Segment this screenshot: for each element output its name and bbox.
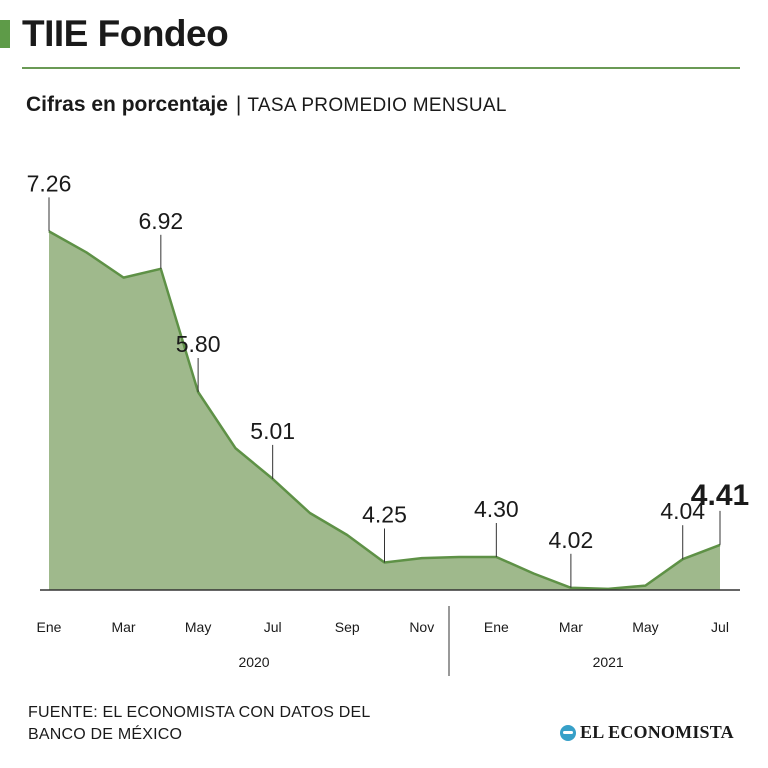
x-tick-label: Jul [264, 619, 282, 635]
title-accent-bar [0, 20, 10, 48]
source-line-1: FUENTE: EL ECONOMISTA CON DATOS DEL [28, 704, 371, 721]
x-tick-label: May [632, 619, 658, 635]
source-note: FUENTE: EL ECONOMISTA CON DATOS DEL BANC… [28, 702, 370, 746]
chart-title: TIIE Fondeo [22, 13, 229, 54]
data-label: 4.02 [549, 527, 594, 553]
brand-logo: EL ECONOMISTA [560, 722, 734, 743]
data-label: 4.25 [362, 502, 407, 528]
data-label: 7.26 [27, 170, 72, 196]
x-tick-label: Jul [711, 619, 729, 635]
source-line-2: BANCO DE MÉXICO [28, 726, 183, 743]
x-tick-label: Sep [335, 619, 360, 635]
data-label: 4.04 [660, 498, 705, 524]
brand-name: EL ECONOMISTA [580, 722, 734, 742]
chart-subtitle: Cifras en porcentaje | TASA PROMEDIO MENSU… [26, 92, 507, 119]
x-tick-label: Mar [111, 619, 135, 635]
title-divider [22, 67, 740, 69]
data-label: 5.01 [250, 418, 295, 444]
data-label: 5.80 [176, 331, 221, 357]
x-tick-label: Nov [409, 619, 434, 635]
data-label: 6.92 [138, 208, 183, 234]
year-label: 2020 [238, 654, 269, 670]
x-tick-label: Ene [37, 619, 62, 635]
el-economista-logo-icon [560, 724, 576, 741]
data-label: 4.30 [474, 496, 519, 522]
x-tick-label: Ene [484, 619, 509, 635]
x-tick-label: Mar [559, 619, 583, 635]
subtitle-separator: | [235, 93, 242, 116]
subtitle-description: TASA PROMEDIO MENSUAL [247, 95, 507, 116]
year-label: 2021 [593, 654, 624, 670]
data-label: 4.41 [691, 479, 749, 512]
x-tick-label: May [185, 619, 211, 635]
subtitle-units: Cifras en porcentaje [26, 93, 228, 116]
area-fill [49, 231, 720, 590]
